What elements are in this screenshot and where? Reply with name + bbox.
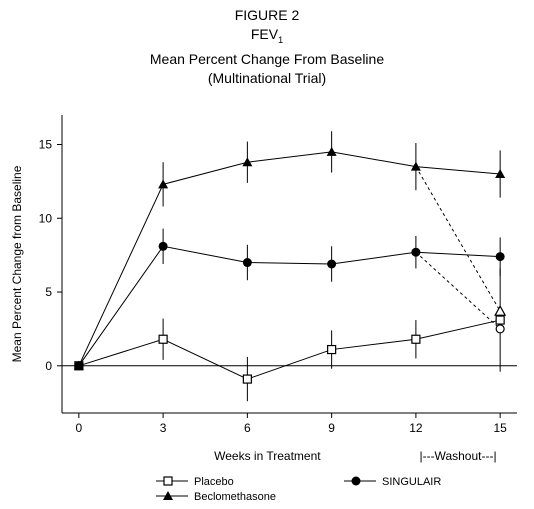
placebo-series-line	[78, 319, 501, 380]
beclomethasone-washout-line	[415, 166, 501, 312]
placebo-point-1	[158, 334, 168, 344]
x-tick-label-4: 12	[409, 421, 423, 435]
beclomethasone-point-2	[242, 157, 253, 167]
placebo-point-2	[242, 374, 252, 384]
singulair-point-5	[495, 252, 505, 262]
singulair-point-4	[411, 247, 421, 257]
singulair-washout-point	[495, 324, 505, 334]
beclomethasone-point-3	[326, 146, 337, 156]
placebo-point-3	[327, 344, 337, 355]
figure-measure-subscript: 1	[278, 34, 284, 45]
legend-singulair-marker	[351, 476, 361, 486]
beclomethasone-point-5	[495, 169, 506, 179]
x-tick-label-5: 15	[493, 421, 507, 435]
y-axis-label: Mean Percent Change from Baseline	[10, 165, 24, 362]
x-tick-label-0: 0	[76, 421, 83, 435]
y-tick-label-1: 5	[45, 285, 52, 299]
legend-placebo-marker	[163, 476, 173, 486]
figure-measure-main: FEV	[250, 26, 279, 42]
singulair-washout-line	[415, 251, 501, 330]
figure-measure: FEV1	[0, 25, 534, 50]
washout-label: |---Washout---|	[419, 449, 496, 463]
singulair-point-1	[158, 241, 168, 251]
beclomethasone-series-line	[78, 151, 501, 367]
x-tick-label-3: 9	[328, 421, 335, 435]
legend-placebo-label: Placebo	[194, 476, 234, 488]
figure-label: FIGURE 2	[234, 7, 300, 23]
y-tick-label-3: 15	[39, 138, 53, 152]
singulair-series-line	[78, 245, 501, 367]
beclomethasone-washout-point	[494, 304, 507, 316]
legend-singulair-label: SINGULAIR	[382, 476, 441, 488]
y-tick-label-2: 10	[39, 211, 53, 225]
x-tick-label-2: 6	[244, 421, 251, 435]
x-axis-label: Weeks in Treatment	[214, 449, 321, 463]
figure-subtitle: (Multinational Trial)	[207, 69, 327, 86]
beclomethasone-point-4	[410, 161, 421, 171]
legend-beclomethasone-label: Beclomethasone	[194, 491, 276, 503]
legend-beclomethasone-marker	[163, 491, 173, 500]
x-tick-label-1: 3	[160, 421, 167, 435]
placebo-point-5	[495, 315, 505, 325]
singulair-point-3	[327, 259, 337, 269]
beclomethasone-point-1	[158, 179, 169, 189]
placebo-point-4	[411, 334, 421, 344]
y-tick-label-0: 0	[45, 359, 52, 373]
beclomethasone-point-0	[73, 360, 84, 370]
figure-titles: FIGURE 2 FEV1 Mean Percent Change From B…	[0, 6, 534, 88]
figure-title: Mean Percent Change From Baseline	[149, 50, 385, 67]
singulair-point-2	[242, 258, 252, 268]
